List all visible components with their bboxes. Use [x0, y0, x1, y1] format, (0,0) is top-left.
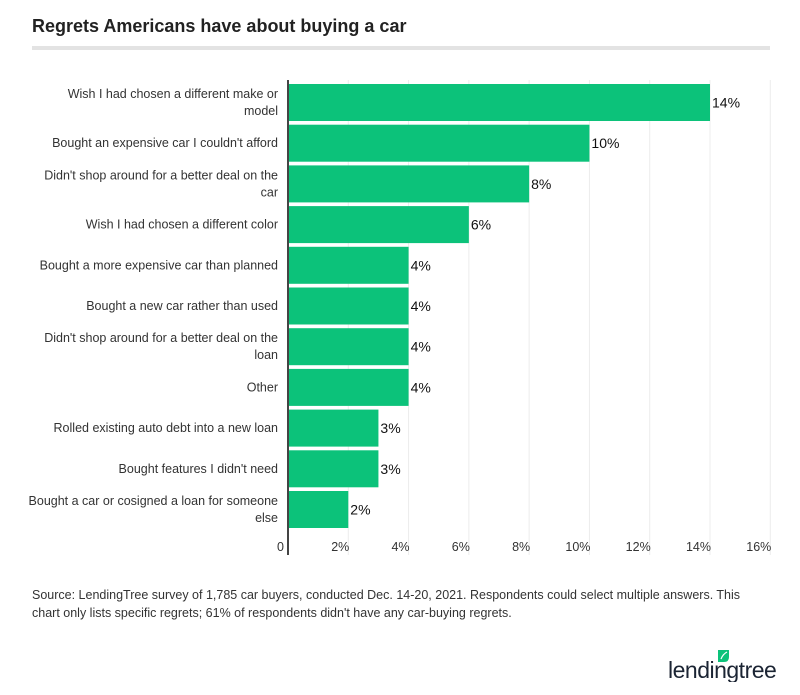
bar [288, 124, 590, 162]
category-label: Didn't shop around for a better deal on … [44, 331, 278, 362]
x-tick-label: 8% [512, 540, 530, 554]
bar [288, 368, 409, 406]
category-label: Other [247, 380, 278, 394]
category-label: Didn't shop around for a better deal on … [44, 168, 278, 199]
value-label: 14% [712, 95, 740, 111]
bar-chart: 0 2% 4% 6% 8% 10% 12% 14% 16% 14% Wish I had chose… [29, 80, 771, 555]
bar [288, 287, 409, 325]
x-tick-label: 10% [565, 540, 590, 554]
value-label: 4% [411, 298, 431, 314]
x-tick-label: 12% [626, 540, 651, 554]
category-label: Wish I had chosen a different make or mod… [68, 87, 278, 118]
chart-title: Regrets Americans have about buying a ca… [32, 16, 407, 36]
bar [288, 165, 530, 203]
x-tick-label: 16% [746, 540, 771, 554]
value-label: 10% [591, 135, 619, 151]
bar [288, 450, 379, 488]
category-label: Wish I had chosen a different color [86, 218, 278, 232]
bar [288, 491, 349, 528]
bar [288, 206, 469, 244]
value-label: 2% [350, 502, 370, 518]
x-tick-label: 14% [686, 540, 711, 554]
x-tick-label: 0 [277, 540, 284, 554]
value-label: 4% [411, 257, 431, 273]
value-label: 3% [380, 461, 400, 477]
x-tick-label: 2% [331, 540, 349, 554]
value-label: 3% [380, 420, 400, 436]
logo-text: lendingtree [668, 657, 776, 682]
title-divider [32, 46, 770, 50]
category-label: Bought features I didn't need [119, 462, 278, 476]
leaf-icon: lendingtree [668, 650, 777, 683]
bar [288, 84, 710, 121]
bar [288, 409, 379, 447]
value-label: 6% [471, 217, 491, 233]
category-label: Bought a new car rather than used [86, 299, 278, 313]
value-label: 4% [411, 339, 431, 355]
category-label: Bought a more expensive car than planned [40, 258, 278, 272]
category-label: Rolled existing auto debt into a new loa… [54, 421, 279, 435]
category-label: Bought an expensive car I couldn't affor… [52, 136, 278, 150]
bar [288, 246, 409, 284]
value-label: 4% [411, 379, 431, 395]
lendingtree-logo: lendingtree [668, 648, 778, 687]
value-label: 8% [531, 176, 551, 192]
bar [288, 328, 409, 366]
x-tick-label: 4% [391, 540, 409, 554]
x-tick-label: 6% [452, 540, 470, 554]
source-note: Source: LendingTree survey of 1,785 car … [32, 588, 741, 620]
category-label: Bought a car or cosigned a loan for some… [29, 494, 279, 525]
